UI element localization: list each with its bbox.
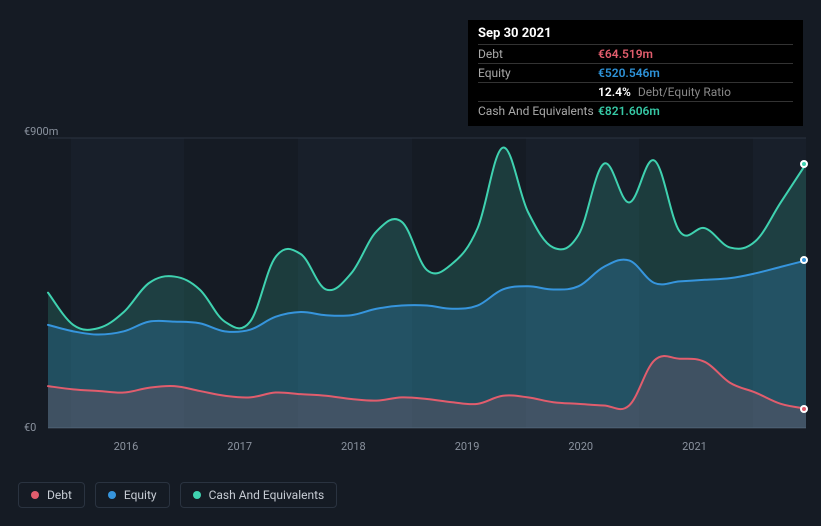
x-axis-year: 2018 (341, 440, 366, 453)
tooltip-value-cash: €821.606m (598, 104, 660, 118)
tooltip-value-equity: €520.546m (598, 66, 660, 80)
tooltip-ratio-value: 12.4% (598, 85, 631, 99)
tooltip-label: Equity (478, 66, 598, 80)
legend-item-equity[interactable]: Equity (95, 482, 170, 508)
tooltip-date: Sep 30 2021 (478, 26, 793, 44)
x-axis-year: 2016 (114, 440, 139, 453)
tooltip-row-debt: Debt €64.519m (478, 44, 793, 63)
legend-label: Cash And Equivalents (209, 488, 325, 502)
legend-dot-icon (108, 491, 116, 499)
tooltip-ratio-label: Debt/Equity Ratio (638, 85, 731, 99)
legend-dot-icon (193, 491, 201, 499)
financials-area-chart: Sep 30 2021 Debt €64.519m Equity €520.54… (0, 0, 821, 526)
tooltip-label: Cash And Equivalents (478, 104, 598, 118)
x-axis-year: 2017 (227, 440, 252, 453)
chart-legend: Debt Equity Cash And Equivalents (18, 482, 337, 508)
legend-label: Debt (47, 488, 72, 502)
x-axis-year: 2020 (568, 440, 593, 453)
tooltip-row-ratio: 12.4% Debt/Equity Ratio (478, 82, 793, 101)
legend-item-debt[interactable]: Debt (18, 482, 85, 508)
tooltip-row-cash: Cash And Equivalents €821.606m (478, 101, 793, 120)
x-axis-year: 2019 (455, 440, 480, 453)
series-marker-cash (800, 160, 808, 168)
series-marker-equity (800, 256, 808, 264)
legend-dot-icon (31, 491, 39, 499)
tooltip-row-equity: Equity €520.546m (478, 63, 793, 82)
legend-label: Equity (124, 488, 157, 502)
x-axis-year: 2021 (682, 440, 707, 453)
chart-tooltip: Sep 30 2021 Debt €64.519m Equity €520.54… (468, 20, 803, 126)
tooltip-label: Debt (478, 47, 598, 61)
series-marker-debt (800, 405, 808, 413)
tooltip-value-debt: €64.519m (598, 47, 653, 61)
legend-item-cash[interactable]: Cash And Equivalents (180, 482, 338, 508)
